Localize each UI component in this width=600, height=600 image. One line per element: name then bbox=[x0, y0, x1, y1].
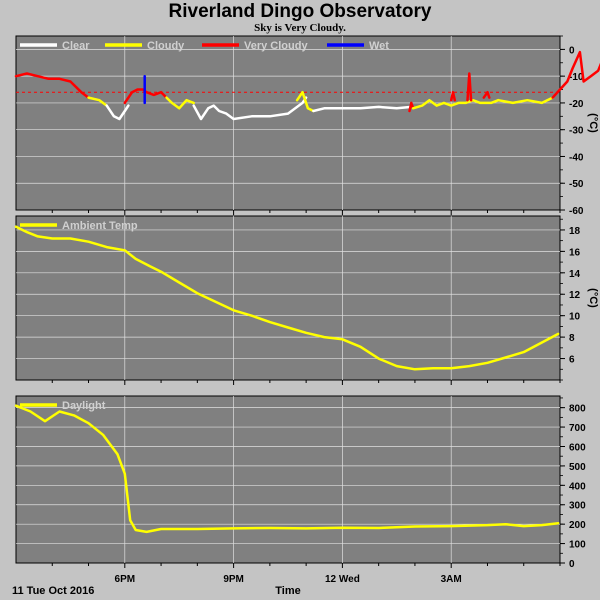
ambient-temperature-panel: 18 16 14 12 10 8 6 (°C) Ambient Temp bbox=[14, 215, 599, 385]
legend-label: Wet bbox=[369, 40, 389, 52]
y-tick-label: -50 bbox=[569, 179, 584, 190]
series-line bbox=[497, 96, 554, 105]
x-tick-label: 3AM bbox=[441, 574, 462, 585]
y-tick-label: 0 bbox=[569, 45, 575, 56]
x-axis-title: Time bbox=[275, 585, 300, 597]
y-tick-label: 10 bbox=[569, 312, 581, 323]
y-tick-label: 6 bbox=[569, 355, 575, 366]
y-tick-label: -10 bbox=[569, 72, 584, 83]
date-label: 11 Tue Oct 2016 bbox=[12, 585, 94, 597]
x-tick-label: 6PM bbox=[115, 574, 136, 585]
y-tick-label: 400 bbox=[569, 481, 586, 492]
daylight-panel: 800 700 600 500 400 300 200 100 0 6PM 9PM 12 Wed 3AM… bbox=[14, 395, 586, 585]
series-line bbox=[14, 225, 560, 371]
series-line bbox=[466, 72, 473, 102]
series-line bbox=[482, 90, 491, 99]
y-axis-unit-label: (°C) bbox=[587, 288, 599, 308]
y-tick-label: -40 bbox=[569, 152, 584, 163]
y-tick-label: -60 bbox=[569, 206, 584, 217]
series-line bbox=[165, 96, 195, 110]
sky-temperature-panel: 0 -10 -20 -30 -40 -50 -60 (°C) Clear Cloudy Very C… bbox=[14, 35, 600, 217]
y-tick-label: 16 bbox=[569, 247, 581, 258]
series-line bbox=[87, 96, 108, 107]
series-line bbox=[551, 50, 600, 99]
y-tick-label: -20 bbox=[569, 99, 584, 110]
plot-area bbox=[15, 395, 561, 564]
series-line bbox=[312, 105, 413, 113]
series-line bbox=[14, 72, 90, 99]
y-tick-label: 100 bbox=[569, 540, 586, 551]
y-tick-label: 8 bbox=[569, 333, 575, 344]
y-axis-unit-label: (°C) bbox=[587, 113, 599, 133]
series-line bbox=[449, 90, 457, 102]
x-tick-label: 9PM bbox=[223, 574, 244, 585]
y-tick-label: 0 bbox=[569, 559, 575, 570]
sky-status-subtitle: Sky is Very Cloudy. bbox=[254, 22, 346, 34]
legend-label: Cloudy bbox=[147, 40, 185, 52]
x-tick-label: 12 Wed bbox=[325, 574, 360, 585]
legend-label: Ambient Temp bbox=[62, 220, 138, 232]
legend-label: Daylight bbox=[62, 400, 106, 412]
plot-area bbox=[15, 215, 561, 381]
series-line bbox=[295, 90, 315, 113]
series-line bbox=[411, 98, 500, 110]
legend-label: Very Cloudy bbox=[244, 40, 308, 52]
legend-label: Clear bbox=[62, 40, 90, 52]
y-tick-label: 18 bbox=[569, 226, 581, 237]
y-tick-label: 200 bbox=[569, 520, 586, 531]
y-tick-label: 12 bbox=[569, 290, 581, 301]
y-tick-label: -30 bbox=[569, 126, 584, 137]
page-title: Riverland Dingo Observatory bbox=[168, 1, 432, 22]
y-tick-label: 14 bbox=[569, 269, 581, 280]
plot-area bbox=[15, 35, 561, 211]
y-tick-label: 600 bbox=[569, 442, 586, 453]
series-line bbox=[192, 96, 308, 121]
series-line bbox=[105, 104, 130, 121]
y-tick-label: 500 bbox=[569, 462, 586, 473]
y-tick-label: 300 bbox=[569, 501, 586, 512]
y-tick-label: 700 bbox=[569, 423, 586, 434]
series-line bbox=[408, 101, 415, 113]
series-line bbox=[14, 404, 560, 534]
y-tick-label: 800 bbox=[569, 404, 586, 415]
